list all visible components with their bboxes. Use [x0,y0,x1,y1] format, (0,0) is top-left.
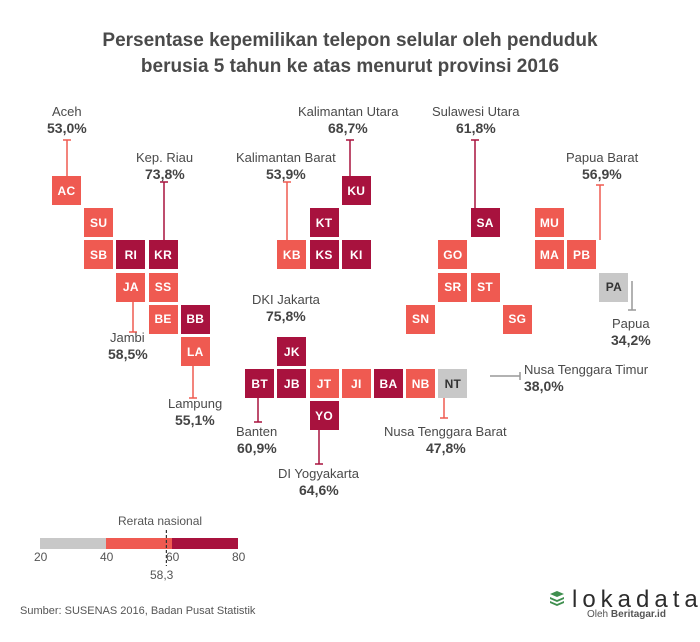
tile-ma: MA [535,240,564,270]
lokadata-logo-icon [550,591,564,606]
annotation-name-nb: Nusa Tenggara Barat [384,424,507,439]
tile-pa: PA [599,272,629,302]
tile-pb: PB [567,240,597,270]
annotation-value-ja: 58,5% [108,346,148,362]
annotation-value-kr: 73,8% [145,166,185,182]
annotation-name-jk: DKI Jakarta [252,292,320,307]
tile-bt: BT [245,369,275,399]
annotation-name-ku: Kalimantan Utara [298,104,399,119]
tile-sa: SA [470,208,500,238]
tile-nt: NT [438,369,468,399]
annotation-value-yo: 64,6% [299,482,339,498]
annotation-name-la: Lampung [168,396,223,411]
annotation-name-pb: Papua Barat [566,150,639,165]
annotation-value-jk: 75,8% [266,308,306,324]
annotation-name-kr: Kep. Riau [136,150,194,165]
tile-ks: KS [309,240,339,270]
tile-sn: SN [406,304,436,334]
tile-jk: JK [277,337,307,366]
legend-tick-20: 20 [34,550,48,564]
tile-su: SU [84,208,114,238]
annotation-value-pa: 34,2% [611,332,651,348]
tile-ri: RI [116,240,146,270]
annotation-name-sa: Sulawesi Utara [432,104,520,119]
tile-ki: KI [341,240,371,270]
tile-sr: SR [438,272,468,302]
legend-average-label: 58,3 [150,568,174,582]
annotation-name-bt: Banten [236,424,278,439]
annotation-value-bt: 60,9% [237,440,277,456]
annotation-value-sa: 61,8% [456,120,496,136]
tile-jt: JT [309,369,339,399]
tile-ku: KU [341,176,371,205]
annotation-name-yo: DI Yogyakarta [278,466,359,481]
legend-tick-60: 60 [166,550,180,564]
tile-kr: KR [148,240,178,270]
source-note: Sumber: SUSENAS 2016, Badan Pusat Statis… [20,605,256,617]
annotation-value-la: 55,1% [175,412,215,428]
brand-name: lokadata [572,586,700,613]
tile-sb: SB [84,240,114,270]
annotation-name-kb: Kalimantan Barat [236,150,336,165]
tile-ac: AC [52,176,81,205]
annotation-value-ac: 53,0% [47,120,87,136]
tile-ji: JI [341,369,371,399]
brand-sub-name: Beritagar.id [610,609,666,620]
legend-tick-80: 80 [232,550,246,564]
tile-be: BE [148,304,178,334]
annotation-value-nt: 38,0% [524,378,564,394]
tile-yo: YO [309,401,339,431]
brand-sub-prefix: Oleh [587,609,611,620]
annotation-name-ja: Jambi [110,330,145,345]
annotation-name-nt: Nusa Tenggara Timur [524,362,649,377]
tile-ss: SS [148,272,178,302]
chart-title-line-2: berusia 5 tahun ke atas menurut provinsi… [140,56,560,77]
tile-jb: JB [277,369,307,399]
brand-subtitle: Oleh Beritagar.id [587,609,666,620]
tile-nb: NB [406,369,436,399]
tile-la: LA [180,337,210,366]
tile-st: ST [470,272,500,302]
annotation-value-nb: 47,8% [426,440,466,456]
tile-ba: BA [374,369,403,399]
legend-tick-40: 40 [100,550,114,564]
legend-title: Rerata nasional [118,514,203,528]
tile-go: GO [438,240,468,270]
annotation-name-pa: Papua [612,316,650,331]
annotation-value-ku: 68,7% [328,120,368,136]
tile-kb: KB [277,240,307,270]
chart-title-line-1: Persentase kepemilikan telepon selular o… [102,30,598,51]
annotation-name-ac: Aceh [52,104,82,119]
annotation-value-pb: 56,9% [582,166,622,182]
annotation-value-kb: 53,9% [266,166,306,182]
tile-kt: KT [309,208,339,238]
tile-mu: MU [535,208,564,238]
tile-sg: SG [502,304,532,334]
tile-ja: JA [116,272,146,302]
tile-bb: BB [180,304,210,334]
